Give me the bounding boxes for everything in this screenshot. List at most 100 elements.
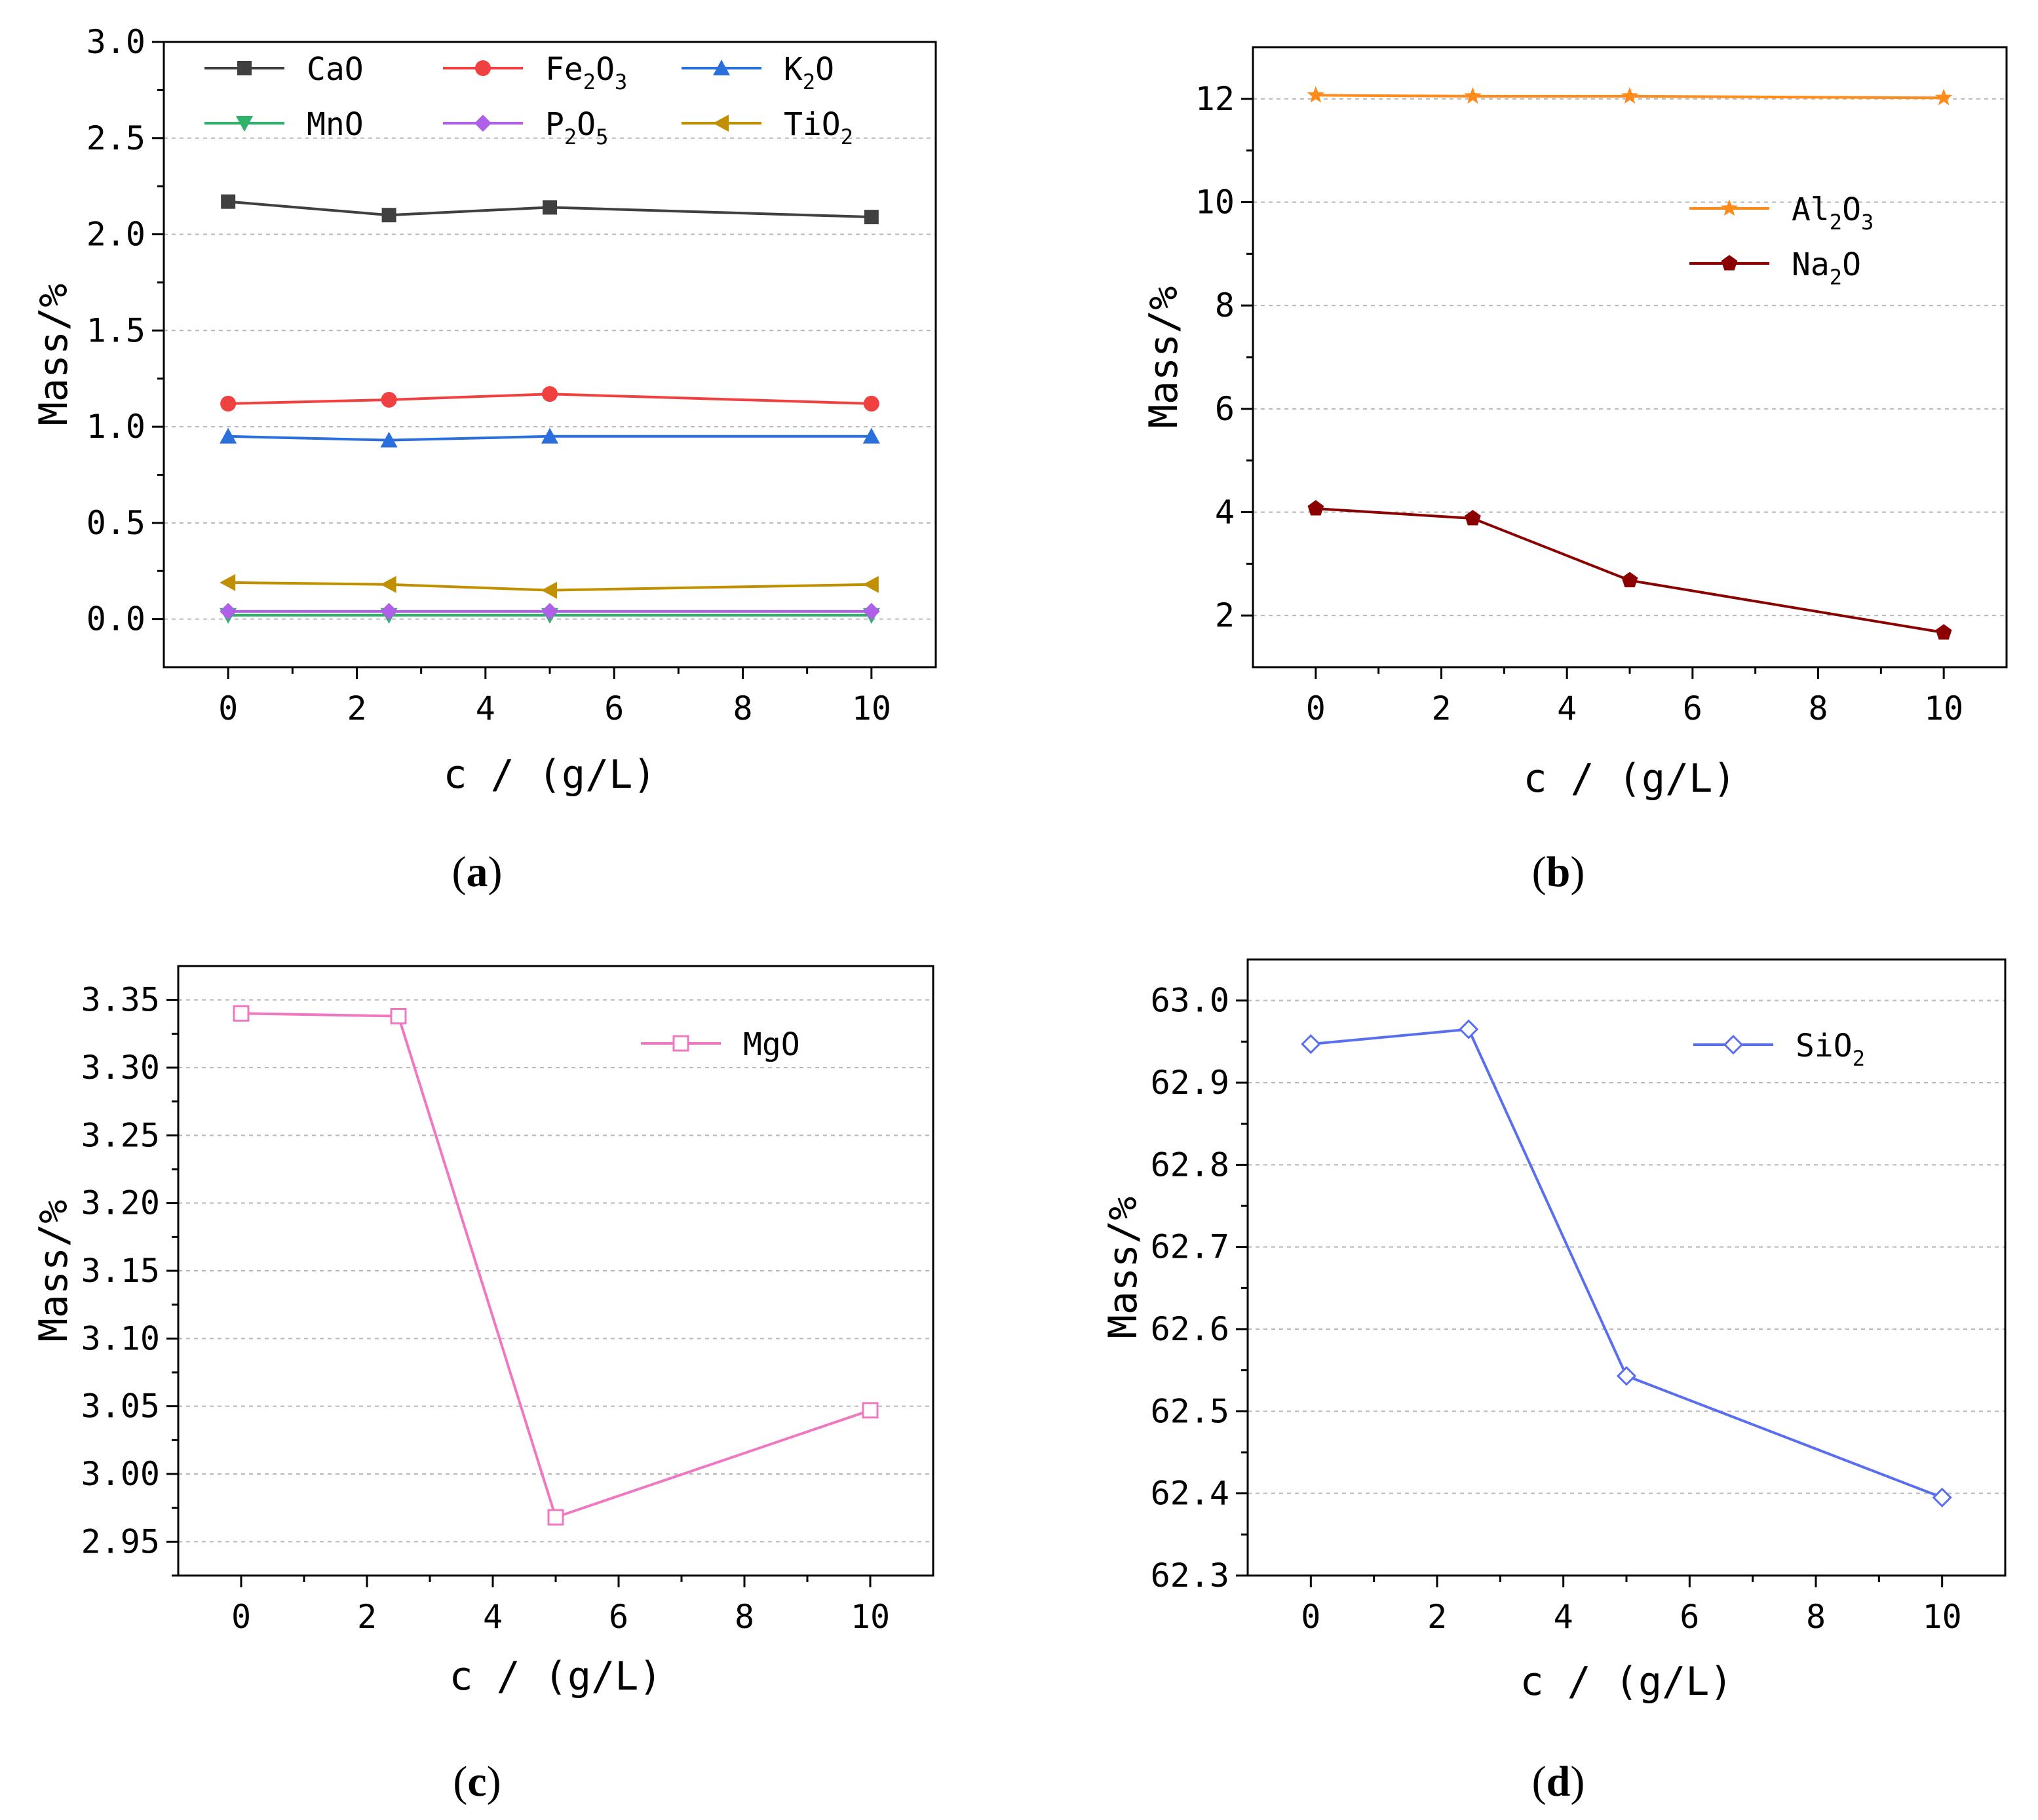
x-tick-label: 4	[476, 689, 495, 727]
series-line-SiO2	[1311, 1028, 1943, 1499]
data-point-Al2O3	[1307, 86, 1325, 103]
data-point-P2O5	[541, 602, 558, 620]
y-tick-label: 2	[1215, 596, 1235, 634]
legend-label-Al2O3: Al2O3	[1792, 191, 1874, 235]
y-tick-label: 0.0	[87, 600, 145, 638]
x-tick-label: 6	[609, 1598, 628, 1636]
data-point-CaO	[543, 200, 557, 215]
chart-d: 62.3 62.4 62.5 62.6 62.7 62.8 62.9 63.0 0 2 4 6 8 10 c…	[1100, 958, 2007, 1705]
y-tick-label: 63.0	[1151, 982, 1229, 1020]
plot-frame	[1246, 958, 2007, 1577]
y-tick-label: 3.05	[81, 1387, 160, 1425]
y-tick-label: 62.8	[1151, 1146, 1229, 1184]
x-tick-label: 0	[218, 689, 238, 727]
y-tick-label: 3.10	[81, 1319, 160, 1357]
data-point-Fe2O3	[542, 386, 558, 402]
x-tick-label: 6	[1683, 689, 1702, 727]
data-point-P2O5	[380, 602, 398, 620]
data-point-P2O5	[220, 602, 237, 620]
y-tick-label: 1.0	[87, 408, 145, 446]
x-axis-title: c / (g/L)	[1523, 756, 1736, 802]
legend: SiO2	[1693, 1028, 1865, 1071]
series-line-Na2O	[1315, 507, 1944, 634]
x-tick-label: 6	[1680, 1598, 1699, 1636]
y-tick-label: 2.0	[87, 216, 145, 254]
x-tick-label: 6	[604, 689, 624, 727]
legend-marker-CaO	[237, 61, 252, 75]
series-line-Al2O3	[1315, 94, 1944, 100]
legend-label-MgO: MgO	[743, 1026, 800, 1063]
x-tick-label: 10	[852, 689, 891, 727]
y-tick-label: 62.4	[1151, 1475, 1229, 1513]
panel-label-b: (b)	[1532, 848, 1585, 896]
data-point-SiO2	[1932, 1487, 1952, 1508]
y-tick-label: 3.0	[87, 23, 145, 61]
x-tick-label: 2	[1427, 1598, 1447, 1636]
y-tick-label: 1.5	[87, 311, 145, 349]
x-tick-label: 8	[1806, 1598, 1826, 1636]
legend-label-Fe2O3: Fe2O3	[545, 51, 627, 94]
legend-marker-TiO2	[713, 115, 729, 132]
data-point-MgO	[547, 1509, 564, 1526]
data-point-Na2O	[1307, 500, 1324, 516]
y-tick-label: 3.35	[81, 981, 160, 1019]
x-axis-title: c / (g/L)	[449, 1654, 662, 1699]
legend-marker-P2O5	[474, 115, 491, 132]
y-tick-label: 62.7	[1151, 1228, 1229, 1266]
y-axis-title: Mass/%	[31, 284, 77, 426]
data-point-Al2O3	[1621, 87, 1639, 104]
x-tick-label: 2	[357, 1598, 377, 1636]
y-tick-label: 3.00	[81, 1455, 160, 1493]
data-point-TiO2	[541, 581, 557, 599]
data-point-Na2O	[1465, 510, 1481, 526]
legend-marker-Al2O3	[1720, 199, 1739, 216]
x-tick-label: 0	[1306, 689, 1326, 727]
x-tick-label: 8	[1808, 689, 1828, 727]
legend-marker-Na2O	[1721, 255, 1738, 271]
legend-marker-K2O	[713, 60, 730, 75]
legend: MgO	[641, 1026, 800, 1063]
y-tick-label: 2.95	[81, 1522, 160, 1560]
x-tick-label: 0	[231, 1598, 251, 1636]
data-point-K2O	[220, 427, 237, 444]
y-axis-title: Mass/%	[1100, 1197, 1146, 1339]
y-tick-label: 62.6	[1151, 1310, 1229, 1348]
data-point-SiO2	[1459, 1019, 1479, 1039]
series-line-TiO2	[228, 581, 872, 592]
x-tick-label: 0	[1301, 1598, 1320, 1636]
x-tick-label: 8	[735, 1598, 754, 1636]
data-point-Fe2O3	[863, 395, 879, 412]
x-tick-label: 10	[1923, 1598, 1962, 1636]
chart-a: 0.0 0.5 1.0 1.5 2.0 2.5 3.0 0 2 4 6 8 10 c / (g/L) Mas…	[31, 23, 937, 798]
legend: CaO Fe2O3 K2O MnO P2O5 TiO2	[204, 51, 853, 149]
y-tick-label: 3.20	[81, 1184, 160, 1222]
data-point-MgO	[233, 1005, 250, 1022]
x-axis-title: c / (g/L)	[443, 752, 656, 798]
y-tick-label: 12	[1195, 80, 1235, 118]
y-tick-label: 8	[1215, 286, 1235, 324]
y-tick-label: 3.30	[81, 1049, 160, 1087]
chart-b: 2 4 6 8 10 12 0 2 4 6 8 10 c / (g/L) Mass/% Al2O3 Na2O	[1141, 46, 2008, 802]
panel-label-c: (c)	[453, 1758, 501, 1806]
data-point-Na2O	[1621, 571, 1638, 588]
data-point-MgO	[390, 1007, 407, 1024]
x-tick-label: 8	[733, 689, 752, 727]
panel-label-a: (a)	[452, 848, 503, 896]
legend-label-Na2O: Na2O	[1792, 246, 1861, 290]
x-tick-label: 2	[347, 689, 366, 727]
series-line-K2O	[228, 435, 872, 442]
x-tick-label: 2	[1431, 689, 1451, 727]
series-line-MgO	[240, 1012, 871, 1519]
legend-label-K2O: K2O	[784, 51, 834, 94]
y-axis-title: Mass/%	[1141, 286, 1187, 429]
data-point-CaO	[864, 210, 879, 225]
data-point-Al2O3	[1934, 88, 1953, 106]
data-point-TiO2	[862, 575, 879, 593]
x-tick-label: 4	[483, 1598, 503, 1636]
data-point-Al2O3	[1464, 87, 1482, 104]
data-point-P2O5	[862, 602, 880, 620]
y-axis-title: Mass/%	[31, 1200, 77, 1342]
x-tick-label: 4	[1557, 689, 1577, 727]
legend-label-CaO: CaO	[307, 51, 364, 88]
